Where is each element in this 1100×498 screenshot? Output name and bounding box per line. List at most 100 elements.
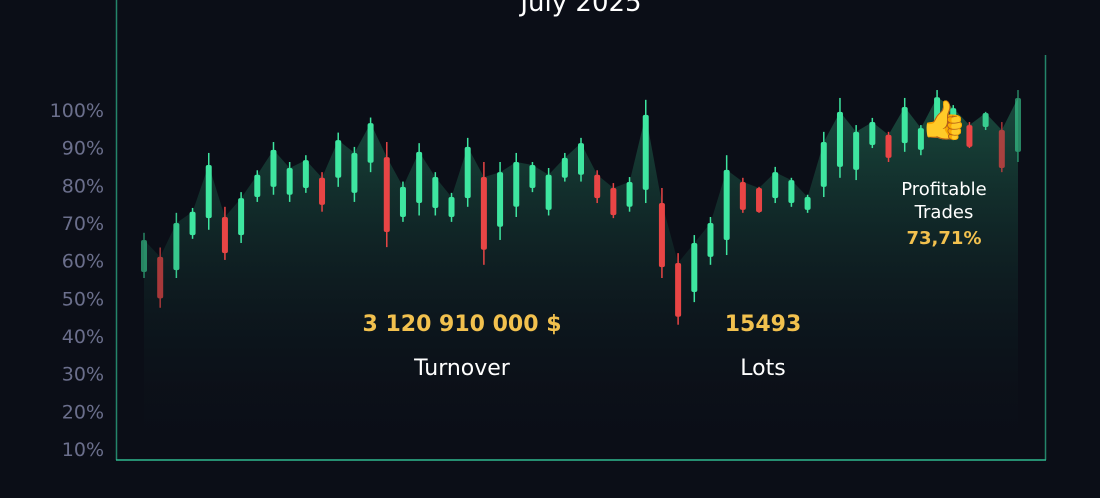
plot-frame	[115, 0, 1047, 461]
candle-body	[545, 174, 552, 210]
y-tick-label: 30%	[62, 364, 104, 386]
candle	[836, 97, 843, 178]
candle	[820, 131, 827, 198]
candle	[853, 125, 860, 181]
candle-body	[351, 152, 358, 193]
candle-body	[221, 216, 228, 254]
candle	[302, 155, 309, 193]
candle	[205, 152, 212, 230]
candle-body	[464, 146, 471, 199]
candle	[480, 161, 487, 265]
candle	[707, 216, 714, 265]
lots-label: Lots	[740, 356, 786, 381]
candle-body	[901, 106, 908, 144]
candle	[221, 206, 228, 260]
turnover-label: Turnover	[414, 356, 510, 381]
candle	[545, 168, 552, 216]
candle-body	[497, 172, 504, 227]
y-tick-label: 50%	[62, 288, 104, 310]
candle-body	[448, 197, 455, 217]
candle	[561, 152, 568, 182]
candle	[691, 235, 698, 303]
candle-body	[691, 242, 698, 292]
candle-body	[189, 211, 196, 236]
candle	[270, 142, 277, 195]
candle-body	[950, 108, 957, 138]
y-tick-label: 70%	[62, 213, 104, 235]
candle	[934, 90, 941, 130]
y-tick-label: 90%	[62, 138, 104, 160]
candle	[594, 170, 601, 204]
candle	[238, 192, 245, 243]
candle-body	[578, 143, 584, 175]
candle	[1015, 90, 1021, 162]
candle-body	[319, 177, 326, 205]
y-tick-label: 10%	[62, 439, 104, 461]
candle	[950, 105, 957, 141]
candle-body	[432, 177, 439, 208]
candle-body	[302, 160, 309, 188]
candle-body	[626, 181, 633, 207]
candle-body	[853, 131, 860, 170]
candle	[869, 117, 876, 149]
chart-title: July 2025	[520, 0, 642, 18]
candle	[772, 166, 779, 204]
candle-body	[707, 223, 714, 257]
candle-body	[739, 181, 746, 210]
candle-body	[141, 239, 147, 272]
candle-body	[675, 262, 682, 317]
candle	[319, 172, 326, 212]
candle	[966, 122, 973, 149]
candle-body	[205, 164, 212, 219]
candle	[399, 181, 406, 222]
candle-body	[804, 197, 811, 210]
candle-body	[885, 134, 892, 158]
candle	[173, 212, 180, 279]
candle	[885, 131, 892, 162]
candle	[157, 247, 164, 308]
candle-body	[917, 128, 924, 150]
candle-body	[788, 180, 795, 204]
candle-body	[934, 97, 941, 124]
y-tick-label: 20%	[62, 401, 104, 423]
candle-body	[335, 140, 342, 178]
candle	[351, 146, 358, 202]
candle	[642, 99, 649, 204]
candles	[141, 90, 1021, 325]
candle	[286, 161, 293, 202]
candle-body	[756, 187, 763, 213]
y-tick-label: 100%	[50, 100, 104, 122]
candle-body	[529, 164, 536, 188]
candle	[416, 143, 423, 216]
candle-body	[658, 203, 665, 268]
candle-body	[998, 129, 1005, 169]
candle-body	[286, 168, 293, 195]
candle	[901, 97, 908, 152]
candle-body	[836, 111, 843, 167]
candle-body	[173, 223, 180, 271]
y-tick-label: 60%	[62, 251, 104, 273]
candle-body	[561, 157, 568, 178]
candle	[626, 177, 633, 212]
candle	[464, 137, 471, 207]
candle	[756, 186, 763, 213]
candle-body	[270, 149, 277, 187]
candle	[610, 183, 617, 219]
candle-body	[982, 113, 989, 127]
candle	[448, 192, 455, 222]
candle-body	[820, 142, 827, 187]
candle	[513, 152, 520, 217]
candle	[141, 232, 147, 279]
candle-body	[610, 187, 617, 216]
candle-body	[1015, 97, 1021, 152]
candle	[497, 161, 504, 240]
candle-body	[157, 256, 164, 299]
candle	[739, 177, 746, 213]
candle	[189, 207, 196, 239]
candle	[788, 177, 795, 207]
candle	[917, 125, 924, 156]
candle	[723, 155, 730, 256]
candle	[432, 172, 439, 216]
candle	[529, 161, 536, 193]
